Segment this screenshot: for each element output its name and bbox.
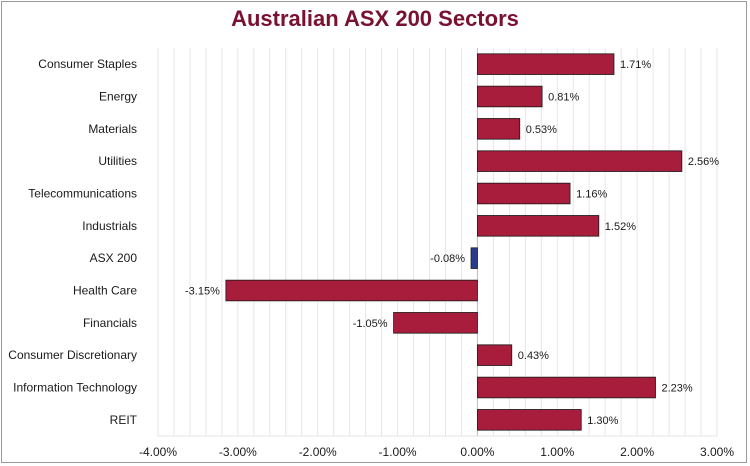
x-tick-label: -4.00%	[139, 445, 177, 459]
bar-utilities	[477, 150, 683, 172]
data-label: 0.43%	[518, 350, 549, 362]
data-label: 0.81%	[548, 92, 579, 104]
x-tick-label: -2.00%	[299, 445, 337, 459]
data-label: 1.52%	[605, 221, 636, 233]
bar-health-care	[225, 279, 478, 302]
data-label: 2.56%	[688, 156, 719, 168]
x-tick-label: 0.00%	[460, 445, 494, 459]
grid-lines	[157, 48, 718, 437]
category-label: Utilities	[98, 154, 137, 168]
data-label: -0.08%	[430, 253, 465, 265]
chart-title: Australian ASX 200 Sectors	[231, 6, 519, 31]
bar-asx-200	[470, 247, 478, 269]
category-label: Energy	[99, 90, 137, 104]
bar-financials	[393, 312, 478, 334]
category-label: Industrials	[82, 219, 137, 233]
category-label: Information Technology	[13, 381, 137, 395]
category-label: REIT	[110, 413, 138, 427]
data-label: 1.71%	[620, 59, 651, 71]
data-label: -1.05%	[353, 318, 388, 330]
category-label: Telecommunications	[28, 187, 137, 201]
labels: Consumer Staples 1.71% Energy 0.81% Material…	[8, 57, 734, 459]
x-tick-label: 2.00%	[620, 445, 654, 459]
bar-reit	[477, 409, 582, 431]
bar-energy	[477, 85, 543, 108]
data-label: -3.15%	[185, 286, 220, 298]
bar-telecommunications	[477, 182, 571, 205]
data-label: 2.23%	[662, 383, 693, 395]
data-label: 1.30%	[587, 415, 618, 427]
category-label: Consumer Staples	[38, 57, 137, 71]
category-label: Consumer Discretionary	[8, 348, 137, 362]
x-tick-label: 1.00%	[540, 445, 574, 459]
bar-consumer-staples	[477, 53, 615, 75]
bar-industrials	[477, 215, 600, 237]
data-label: 0.53%	[526, 124, 557, 136]
category-label: Materials	[88, 122, 137, 136]
x-tick-label: -1.00%	[379, 445, 417, 459]
data-label: 1.16%	[576, 189, 607, 201]
category-label: Financials	[83, 316, 137, 330]
bars	[225, 53, 683, 431]
bar-information-technology	[477, 376, 656, 399]
bar-materials	[477, 118, 521, 140]
category-label: Health Care	[73, 284, 137, 298]
x-tick-label: -3.00%	[219, 445, 257, 459]
category-label: ASX 200	[90, 251, 138, 265]
bar-consumer-discretionary	[477, 344, 513, 366]
x-tick-label: 3.00%	[700, 445, 734, 459]
